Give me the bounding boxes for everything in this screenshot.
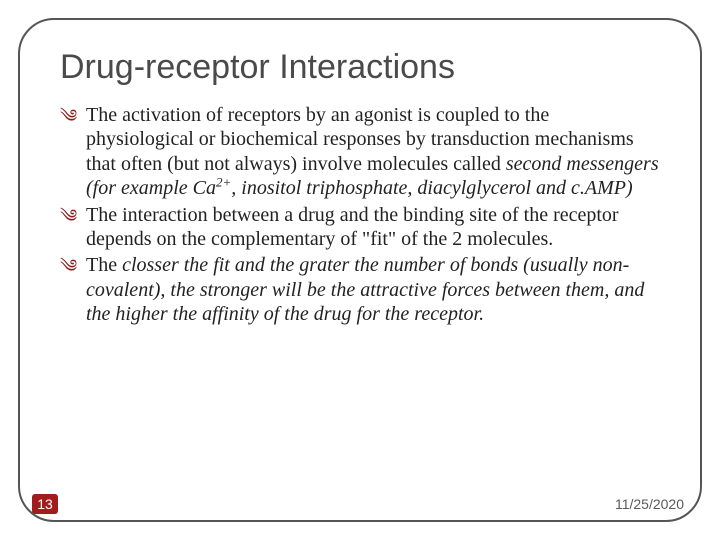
- bullet-1: ༄ The activation of receptors by an agon…: [60, 103, 660, 201]
- page-number: 13: [32, 494, 58, 514]
- bullet-3: ༄ The closser the fit and the grater the…: [60, 253, 660, 326]
- slide-content: ༄ The activation of receptors by an agon…: [60, 103, 660, 327]
- swirl-icon: ༄: [60, 106, 77, 128]
- slide-date: 11/25/2020: [615, 496, 684, 512]
- slide-frame: Drug-receptor Interactions ༄ The activat…: [18, 18, 702, 522]
- bullet-1-italic2: , inositol triphosphate, diacylglycerol …: [231, 177, 632, 199]
- bullet-2-text: The interaction between a drug and the b…: [86, 204, 619, 250]
- bullet-3-italic: closser the fit and the grater the numbe…: [86, 254, 644, 325]
- bullet-1-sup: 2+: [216, 175, 231, 190]
- swirl-icon: ༄: [60, 206, 77, 228]
- bullet-3-pre: The: [86, 254, 122, 276]
- bullet-2: ༄ The interaction between a drug and the…: [60, 203, 660, 252]
- slide-title: Drug-receptor Interactions: [60, 48, 660, 87]
- swirl-icon: ༄: [60, 256, 77, 278]
